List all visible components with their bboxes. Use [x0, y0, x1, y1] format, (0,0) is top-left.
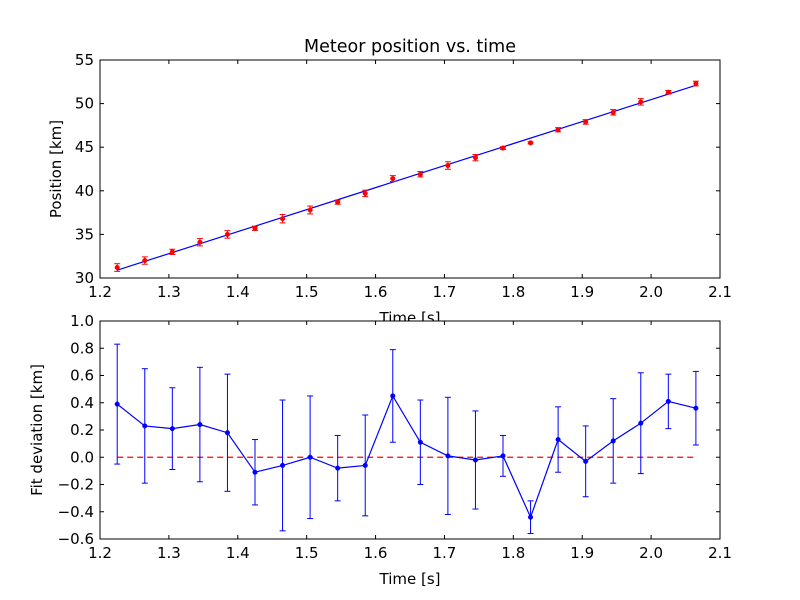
x-tick-label: 1.4	[226, 544, 250, 562]
data-point	[500, 145, 506, 151]
data-point	[224, 430, 230, 436]
data-point	[142, 423, 148, 429]
data-point	[417, 439, 423, 445]
y-tick-label: −0.6	[58, 530, 94, 548]
data-point	[555, 436, 561, 443]
y-tick-label: 0.2	[70, 421, 94, 439]
y-tick-label: −0.2	[58, 476, 94, 494]
data-point	[335, 465, 341, 471]
data-point	[638, 99, 644, 105]
data-point	[693, 80, 699, 87]
x-tick-label: 1.9	[570, 544, 594, 562]
data-point	[335, 199, 341, 205]
data-point	[169, 426, 175, 432]
fit-deviation-chart: 1.2 1.3 1.4 1.5 1.6 1.7 1.8 1.9 2.0 2.1 −0.6 −0.4 −0…	[28, 312, 732, 588]
data-point	[610, 109, 616, 115]
axis-ticks: 1.2 1.3 1.4 1.5 1.6 1.7 1.8 1.9 2.0 2.1 30 35 40 45 50…	[75, 51, 732, 301]
x-tick-label: 2.0	[639, 544, 663, 562]
x-tick-label: 2.0	[639, 283, 663, 301]
data-point	[142, 258, 148, 264]
data-point	[528, 140, 534, 146]
fit-line	[117, 84, 697, 271]
x-tick-label: 1.2	[88, 544, 112, 562]
data-point	[252, 225, 258, 231]
data-point	[638, 420, 644, 426]
data-point	[693, 405, 699, 411]
y-axis-label: Fit deviation [km]	[28, 364, 46, 496]
chart-title: Meteor position vs. time	[304, 37, 516, 57]
y-tick-label: 30	[75, 269, 94, 287]
data-point	[280, 216, 286, 222]
x-tick-label: 1.7	[433, 283, 457, 301]
data-point	[362, 190, 368, 196]
x-tick-label: 2.1	[708, 283, 732, 301]
plot-area	[99, 320, 721, 540]
chart-marks	[114, 80, 699, 272]
data-point	[114, 401, 120, 407]
data-point	[610, 438, 616, 444]
data-point	[280, 462, 286, 468]
data-point	[417, 171, 423, 177]
y-tick-label: 1.0	[70, 312, 94, 330]
x-tick-label: 1.5	[295, 544, 319, 562]
x-tick-label: 1.9	[570, 283, 594, 301]
position-chart: Meteor position vs. time 1.2 1.3 1.4 1.5 1.6…	[47, 37, 732, 327]
data-point	[197, 239, 203, 245]
y-tick-label: 40	[75, 182, 94, 200]
x-tick-label: 1.8	[501, 544, 525, 562]
data-point	[252, 469, 258, 475]
data-point	[583, 458, 589, 464]
y-tick-label: 55	[75, 51, 94, 69]
x-tick-label: 1.5	[295, 283, 319, 301]
x-tick-label: 1.6	[364, 544, 388, 562]
y-tick-label: 50	[75, 95, 94, 113]
data-point	[169, 249, 175, 255]
data-point	[500, 453, 506, 459]
y-tick-label: 0.0	[70, 448, 94, 466]
x-tick-label: 1.3	[157, 283, 181, 301]
y-tick-label: 0.4	[70, 394, 94, 412]
y-tick-label: 0.6	[70, 367, 94, 385]
y-tick-label: 0.8	[70, 339, 94, 357]
x-tick-label: 1.3	[157, 544, 181, 562]
data-point	[197, 422, 203, 428]
deviation-line	[116, 394, 697, 519]
x-tick-label: 1.4	[226, 283, 250, 301]
data-point	[362, 462, 368, 468]
data-point	[665, 398, 671, 404]
data-point	[114, 264, 120, 271]
data-point	[472, 155, 478, 161]
y-axis-label: Position [km]	[47, 120, 65, 218]
data-point	[224, 231, 230, 237]
x-tick-label: 1.6	[364, 283, 388, 301]
y-tick-label: 35	[75, 225, 94, 243]
data-point	[583, 119, 589, 125]
x-tick-label: 1.8	[501, 283, 525, 301]
x-tick-label: 1.7	[433, 544, 457, 562]
x-tick-label: 1.2	[88, 283, 112, 301]
data-point	[555, 127, 561, 133]
x-tick-label: 2.1	[708, 544, 732, 562]
plot-area	[99, 59, 721, 279]
x-axis-label: Time [s]	[379, 570, 441, 588]
data-point	[390, 393, 396, 399]
y-tick-label: 45	[75, 138, 94, 156]
data-point	[528, 514, 534, 520]
y-tick-label: −0.4	[58, 503, 94, 521]
chart-marks	[114, 343, 699, 535]
data-point	[445, 453, 451, 459]
data-point	[472, 457, 478, 463]
data-point	[390, 176, 396, 182]
data-point	[665, 89, 671, 95]
data-point	[445, 162, 451, 169]
data-point	[307, 207, 313, 213]
axis-ticks: 1.2 1.3 1.4 1.5 1.6 1.7 1.8 1.9 2.0 2.1 −0.6 −0.4 −0…	[58, 312, 732, 562]
data-point	[307, 454, 313, 460]
